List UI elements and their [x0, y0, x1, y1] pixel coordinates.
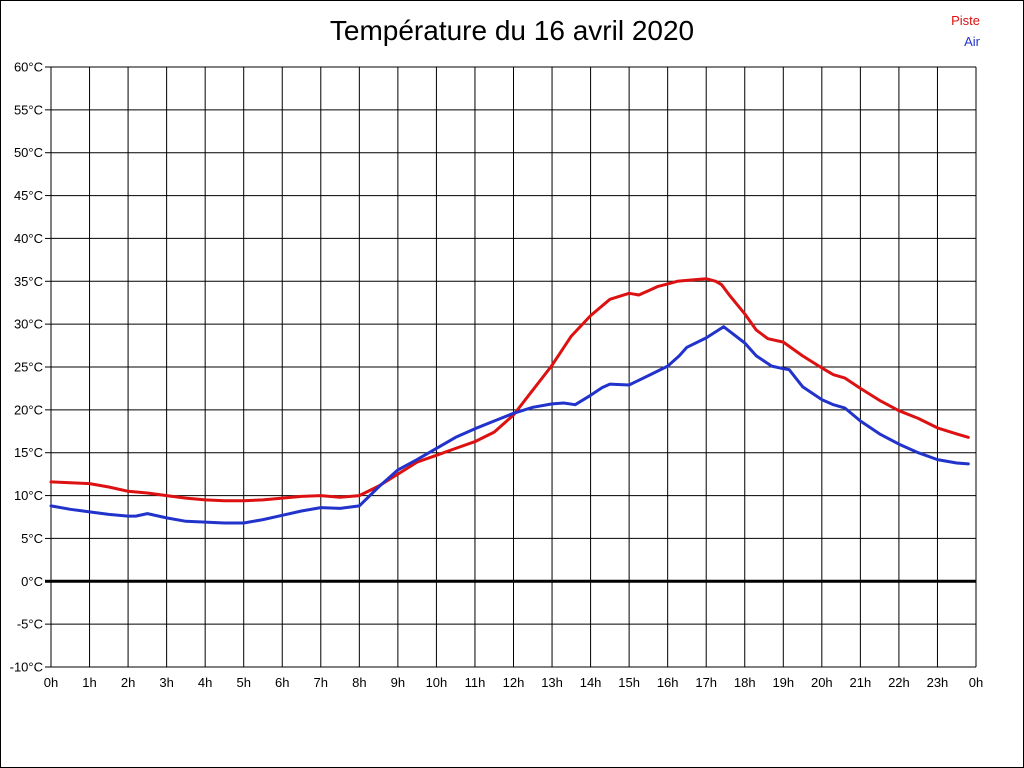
- data-series: [49, 277, 970, 525]
- y-tick-label: 35°C: [14, 274, 43, 289]
- y-tick-label: 45°C: [14, 188, 43, 203]
- y-tick-label: 50°C: [14, 145, 43, 160]
- x-tick-label: 8h: [352, 675, 366, 690]
- y-tick-label: 10°C: [14, 488, 43, 503]
- legend-item-air: Air: [964, 33, 980, 49]
- x-tick-label: 4h: [198, 675, 212, 690]
- y-tick-label: 20°C: [14, 402, 43, 417]
- x-tick-label: 6h: [275, 675, 289, 690]
- chart-title: Température du 16 avril 2020: [329, 15, 695, 46]
- x-tick-label: 22h: [888, 675, 910, 690]
- x-tick-label: 14h: [580, 675, 602, 690]
- y-tick-label: 25°C: [14, 360, 43, 375]
- x-tick-label: 20h: [811, 675, 833, 690]
- x-tick-label: 23h: [927, 675, 949, 690]
- y-tick-label: 40°C: [14, 231, 43, 246]
- x-tick-label: 12h: [503, 675, 525, 690]
- x-tick-label: 10h: [426, 675, 448, 690]
- x-tick-label: 3h: [159, 675, 173, 690]
- x-tick-label: 21h: [850, 675, 872, 690]
- y-tick-label: 5°C: [21, 531, 43, 546]
- x-tick-label: 0h: [969, 675, 983, 690]
- x-tick-label: 18h: [734, 675, 756, 690]
- y-tick-label: 30°C: [14, 317, 43, 332]
- x-tick-label: 7h: [314, 675, 328, 690]
- x-tick-label: 19h: [772, 675, 794, 690]
- x-tick-label: 0h: [44, 675, 58, 690]
- x-tick-label: 17h: [695, 675, 717, 690]
- x-tick-label: 11h: [465, 675, 486, 690]
- x-tick-label: 1h: [82, 675, 96, 690]
- y-tick-label: 55°C: [14, 102, 43, 117]
- y-tick-label: 0°C: [21, 574, 43, 589]
- y-tick-label: -10°C: [10, 660, 43, 675]
- x-tick-label: 9h: [391, 675, 405, 690]
- grid-lines: [50, 66, 977, 668]
- y-tick-label: 15°C: [14, 445, 43, 460]
- x-tick-label: 5h: [236, 675, 250, 690]
- y-tick-label: 60°C: [14, 60, 43, 75]
- series-line-piste: [49, 277, 970, 503]
- x-tick-label: 13h: [541, 675, 563, 690]
- axis-ticks: [45, 66, 51, 668]
- legend-item-piste: Piste: [951, 13, 980, 28]
- axis-labels: 0h 1h 2h 3h 4h 5h 6h 7h 8h 9h 10h 11h 12h 13h 14h 15h 16…: [10, 60, 984, 691]
- legend: Piste Air: [951, 13, 980, 49]
- series-line-air: [49, 325, 970, 525]
- x-tick-label: 15h: [618, 675, 640, 690]
- x-tick-label: 2h: [121, 675, 135, 690]
- x-tick-label: 16h: [657, 675, 679, 690]
- y-tick-label: -5°C: [17, 617, 43, 632]
